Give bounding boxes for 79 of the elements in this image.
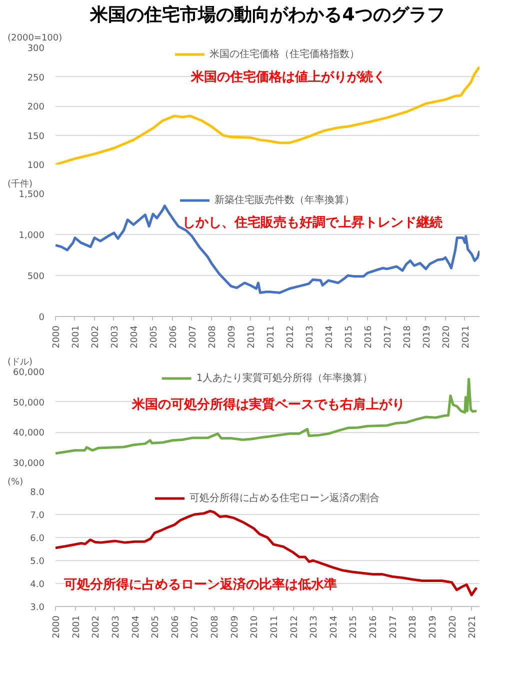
y-tick-label: 4.0	[30, 580, 45, 590]
x-tick-label: 2001	[71, 326, 82, 348]
x-tick-label: 2012	[290, 616, 300, 638]
x-tick-label: 2017	[383, 326, 394, 348]
annotation: 可処分所得に占めるローン返済の比率は低水準	[62, 576, 337, 593]
x-tick-label: 2002	[92, 616, 102, 638]
x-tick-label: 2003	[111, 616, 122, 638]
x-tick-label: 2016	[369, 615, 380, 638]
x-tick-label: 2004	[130, 325, 140, 348]
x-tick-label: 2010	[246, 325, 257, 348]
x-tick-label: 2003	[110, 326, 120, 348]
y-tick-label: 3.0	[30, 603, 45, 613]
line-series	[56, 204, 480, 294]
y-tick-label: 40,000	[13, 428, 45, 439]
x-tick-label: 2008	[210, 615, 221, 638]
annotation: 米国の可処分所得は実質ベースでも右肩上がり	[130, 396, 405, 412]
y-axis-title: (%)	[8, 478, 24, 488]
x-tick-label: 2005	[149, 326, 160, 348]
x-tick-label: 2019	[428, 615, 438, 638]
x-tick-label: 2005	[151, 616, 162, 638]
x-tick-label: 2004	[131, 615, 142, 638]
y-tick-label: 50,000	[13, 398, 45, 408]
x-tick-label: 2006	[168, 325, 179, 348]
legend-label: 可処分所得に占める住宅ローン返済の割合	[190, 492, 380, 505]
line-series	[56, 66, 480, 164]
x-tick-label: 2015	[344, 326, 354, 348]
y-tick-label: 100	[27, 161, 45, 171]
y-tick-label: 500	[27, 272, 45, 282]
annotation: 米国の住宅価格は値上がりが続く	[190, 68, 386, 85]
x-tick-label: 2001	[72, 616, 82, 638]
y-axis-title: (千件)	[8, 178, 33, 190]
chart-title: 米国の住宅市場の動向がわかる4つのグラフ	[89, 4, 445, 26]
x-tick-label: 2014	[324, 325, 335, 348]
y-axis-title: (ドル)	[8, 358, 33, 368]
legend-label: 新築住宅販売件数（年率換算）	[214, 194, 354, 207]
x-tick-label: 2007	[188, 326, 198, 348]
x-tick-label: 2012	[286, 326, 296, 348]
y-tick-label: 1,500	[18, 190, 45, 200]
x-tick-label: 2014	[329, 615, 340, 638]
y-tick-label: 250	[27, 73, 45, 84]
x-tick-label: 2009	[230, 615, 240, 638]
annotation: しかし、住宅販売も好調で上昇トレンド継続	[182, 214, 443, 230]
x-tick-label: 2015	[349, 616, 360, 638]
x-tick-label: 2020	[448, 615, 458, 638]
legend-label: 1人あたり実質可処分所得（年率換算）	[196, 372, 373, 385]
x-tick-label: 2017	[388, 616, 399, 638]
y-tick-label: 30,000	[13, 459, 45, 469]
x-tick-label: 2021	[468, 616, 478, 638]
x-tick-label: 2009	[227, 325, 238, 348]
x-tick-label: 2011	[270, 616, 280, 638]
x-tick-label: 2020	[442, 325, 452, 348]
x-tick-label: 2018	[408, 615, 419, 638]
x-tick-label: 2002	[90, 326, 101, 348]
y-axis-title: (2000=100)	[8, 34, 62, 44]
y-tick-label: 200	[27, 102, 45, 112]
x-tick-label: 2000	[52, 615, 62, 638]
x-tick-label: 2010	[250, 615, 260, 638]
y-tick-label: 6.0	[30, 534, 45, 544]
x-tick-label: 2000	[52, 325, 62, 348]
x-tick-label: 2021	[461, 326, 472, 348]
x-tick-label: 2018	[402, 325, 413, 348]
y-tick-label: 0	[38, 313, 45, 323]
y-tick-label: 8.0	[30, 488, 45, 498]
line-series	[56, 510, 478, 596]
x-tick-label: 2013	[310, 616, 320, 638]
x-tick-label: 2019	[422, 325, 432, 348]
x-tick-label: 2008	[208, 325, 218, 348]
y-tick-label: 1,000	[18, 231, 45, 241]
y-tick-label: 300	[27, 44, 45, 54]
y-tick-label: 60,000	[13, 368, 45, 378]
y-tick-label: 150	[27, 132, 45, 142]
x-tick-label: 2007	[190, 616, 201, 638]
y-tick-label: 5.0	[30, 557, 45, 567]
x-tick-label: 2016	[364, 325, 374, 348]
legend-label: 米国の住宅価格（住宅価格指数）	[210, 48, 360, 61]
x-tick-label: 2006	[170, 615, 181, 638]
x-tick-label: 2013	[305, 326, 316, 348]
x-tick-label: 2011	[266, 326, 276, 348]
y-tick-label: 7.0	[30, 511, 45, 521]
